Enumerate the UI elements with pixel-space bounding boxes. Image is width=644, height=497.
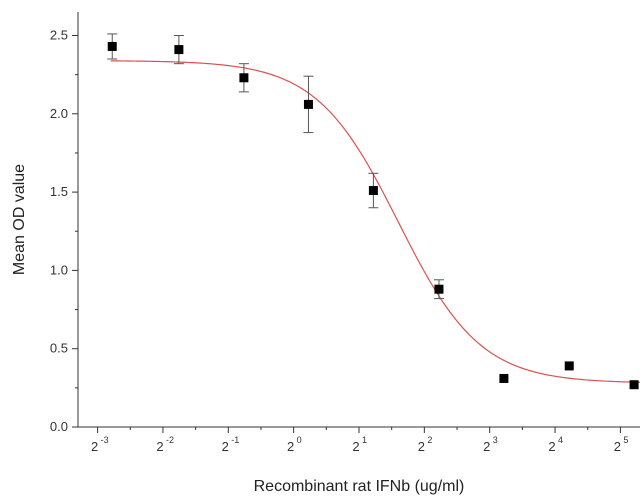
svg-text:5: 5 — [623, 435, 628, 445]
y-tick-label: 1.0 — [50, 262, 68, 277]
data-point — [303, 99, 313, 109]
svg-text:1: 1 — [362, 435, 367, 445]
y-tick-label: 2.0 — [50, 106, 68, 121]
svg-text:-1: -1 — [231, 435, 239, 445]
data-point — [499, 373, 509, 383]
svg-text:2: 2 — [548, 439, 555, 454]
y-tick-label: 2.5 — [50, 27, 68, 42]
svg-text:2: 2 — [222, 439, 229, 454]
x-axis-title: Recombinant rat IFNb (ug/ml) — [254, 478, 465, 495]
svg-text:2: 2 — [91, 439, 98, 454]
x-axis-ticks: 2 -3 2 -2 2 -1 2 0 2 1 2 2 2 3 2 4 2 5 — [91, 427, 628, 454]
svg-text:0: 0 — [297, 435, 302, 445]
y-tick-label: 0.0 — [50, 419, 68, 434]
svg-text:2: 2 — [418, 439, 425, 454]
x-tick-label: 2 -3 — [91, 435, 109, 454]
svg-text:2: 2 — [614, 439, 621, 454]
data-point — [239, 73, 249, 83]
y-axis-ticks: 0.0 0.5 1.0 1.5 2.0 2.5 — [50, 27, 78, 434]
data-point — [564, 361, 574, 371]
svg-text:3: 3 — [493, 435, 498, 445]
svg-text:2: 2 — [352, 439, 359, 454]
y-tick-label: 1.5 — [50, 184, 68, 199]
data-point — [368, 186, 378, 196]
x-tick-label: 2 -2 — [156, 435, 174, 454]
data-point — [107, 41, 117, 51]
fit-curve — [110, 60, 641, 383]
svg-text:2: 2 — [483, 439, 490, 454]
data-points — [107, 33, 639, 390]
y-axis-title: Mean OD value — [11, 164, 28, 275]
y-tick-label: 0.5 — [50, 341, 68, 356]
svg-text:-3: -3 — [101, 435, 109, 445]
data-point — [629, 380, 639, 390]
svg-text:-2: -2 — [166, 435, 174, 445]
svg-text:2: 2 — [287, 439, 294, 454]
data-point — [434, 284, 444, 294]
svg-text:2: 2 — [156, 439, 163, 454]
svg-text:4: 4 — [558, 435, 563, 445]
data-point — [174, 45, 184, 55]
svg-text:2: 2 — [427, 435, 432, 445]
x-tick-label: 2 -1 — [222, 435, 240, 454]
